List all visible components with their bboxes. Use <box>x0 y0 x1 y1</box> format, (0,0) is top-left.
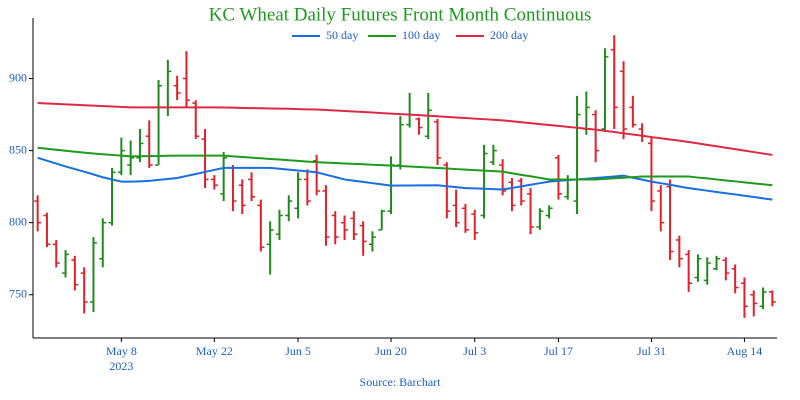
legend-label: 50 day <box>326 28 358 42</box>
moving-average-line <box>37 102 773 156</box>
x-tick-label: May 8 <box>106 344 137 358</box>
x-tick-label: Jul 17 <box>544 344 573 358</box>
x-tick-label: May 22 <box>196 344 233 358</box>
x-tick-label: Aug 14 <box>727 344 763 358</box>
legend-label: 200 day <box>490 28 528 42</box>
y-tick-label: 850 <box>9 142 27 156</box>
y-tick-label: 750 <box>9 287 27 301</box>
legend-label: 100 day <box>402 28 440 42</box>
x-tick-label: Jul 3 <box>463 344 486 358</box>
x-tick-label: Jun 5 <box>285 344 311 358</box>
moving-average-line <box>37 146 773 187</box>
moving-average-line <box>37 156 773 201</box>
y-tick-label: 900 <box>9 70 27 84</box>
y-tick-label: 800 <box>9 214 27 228</box>
chart-title: KC Wheat Daily Futures Front Month Conti… <box>209 4 592 25</box>
x-tick-label: Jul 31 <box>637 344 666 358</box>
year-label: 2023 <box>109 359 133 373</box>
x-tick-label: Jun 20 <box>375 344 407 358</box>
source-note: Source: Barchart <box>360 375 442 389</box>
